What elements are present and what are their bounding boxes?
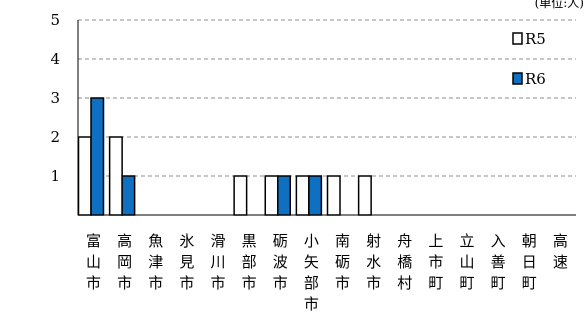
grid-lines	[78, 19, 576, 177]
x-category-label: 魚津市	[148, 232, 163, 292]
legend-label-r6: R6	[525, 70, 546, 88]
bar-r6	[277, 175, 291, 216]
bar-r5	[77, 136, 92, 216]
x-category-label: 黒部市	[242, 232, 257, 292]
x-category-label: 高岡市	[117, 232, 132, 292]
bar-r5	[326, 175, 341, 216]
x-category-label: 富山市	[86, 232, 101, 292]
unit-label: (単位:人)	[535, 0, 584, 10]
legend-label-r5: R5	[525, 30, 546, 48]
x-category-label: 氷見市	[179, 232, 194, 292]
y-tick-label: 4	[50, 50, 60, 68]
x-axis-category-labels: 富山市 高岡市 魚津市 氷見市 滑川市 黒部市 砺波市 小矢部市 南砺市 射水市 舟橋村 上市町 立山町…	[86, 232, 568, 313]
bars	[77, 97, 372, 216]
x-category-label: 高速	[553, 232, 568, 271]
axes	[77, 20, 576, 216]
y-tick-label: 1	[50, 167, 60, 185]
x-category-label: 滑川市	[211, 232, 226, 292]
x-category-label: 小矢部市	[304, 232, 319, 313]
x-category-label: 立山町	[460, 232, 475, 292]
bar-r5	[357, 175, 372, 216]
y-tick-label: 3	[50, 89, 60, 107]
x-category-label: 射水市	[366, 232, 381, 292]
bar-r5	[233, 175, 248, 216]
x-category-label: 舟橋村	[397, 232, 412, 292]
bar-r5	[108, 136, 123, 216]
bar-r6	[90, 97, 105, 216]
bar-r5	[264, 175, 279, 216]
x-category-label: 砺波市	[273, 232, 288, 292]
legend-swatch-r6	[512, 72, 523, 85]
x-category-label: 上市町	[428, 232, 443, 292]
bar-r6	[121, 175, 136, 216]
x-category-label: 南砺市	[335, 232, 350, 292]
bar-r6	[308, 175, 323, 216]
x-category-label: 朝日町	[522, 232, 537, 292]
legend-swatch-r5	[512, 32, 523, 45]
y-axis-tick-labels: 1 2 3 4 5	[50, 11, 60, 185]
x-category-label: 入善町	[491, 232, 506, 292]
y-tick-label: 5	[50, 11, 60, 29]
bar-r5	[295, 175, 310, 216]
legend: R5 R6	[512, 30, 546, 88]
y-tick-label: 2	[50, 128, 60, 146]
